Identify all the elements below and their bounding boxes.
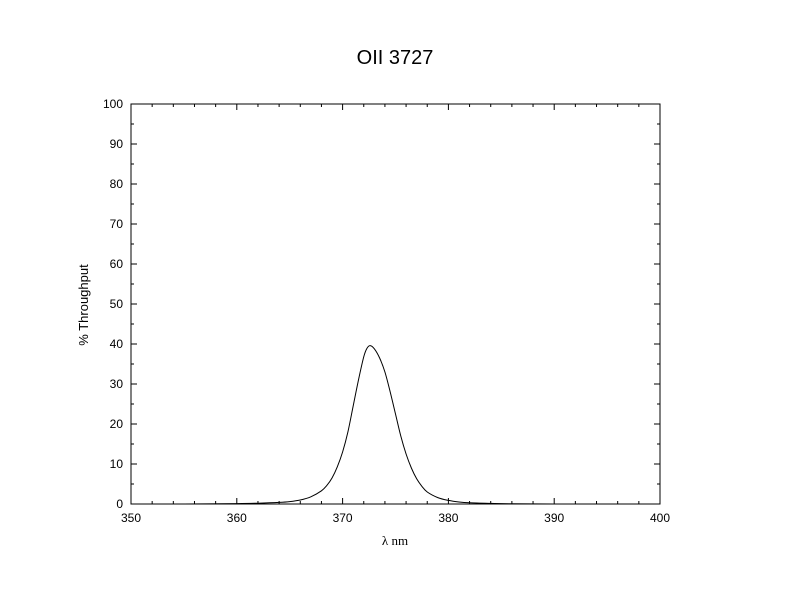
y-tick-label: 80: [110, 177, 124, 191]
x-tick-label: 350: [121, 511, 141, 525]
x-tick-label: 370: [333, 511, 353, 525]
x-tick-label: 380: [438, 511, 458, 525]
y-tick-label: 100: [103, 97, 123, 111]
x-tick-label: 400: [650, 511, 670, 525]
y-tick-label: 50: [110, 297, 124, 311]
y-axis: 0 10 20 30 40 50 60 70 80 90 100: [103, 97, 660, 511]
x-axis: 350 360 370 380 390 400: [121, 104, 670, 525]
y-tick-label: 90: [110, 137, 124, 151]
y-tick-label: 20: [110, 417, 124, 431]
x-tick-label: 390: [544, 511, 564, 525]
chart-title: OII 3727: [357, 47, 434, 69]
x-tick-label: 360: [227, 511, 247, 525]
series-line: [131, 345, 660, 505]
y-tick-label: 60: [110, 257, 124, 271]
y-tick-label: 70: [110, 217, 124, 231]
y-tick-label: 0: [116, 497, 123, 511]
x-axis-label: λ nm: [382, 533, 408, 548]
plot-area: [130, 103, 661, 505]
plot-frame: [130, 103, 661, 505]
y-tick-label: 40: [110, 337, 124, 351]
y-axis-label: % Throughput: [76, 264, 91, 346]
y-tick-label: 30: [110, 377, 124, 391]
y-tick-label: 10: [110, 457, 124, 471]
